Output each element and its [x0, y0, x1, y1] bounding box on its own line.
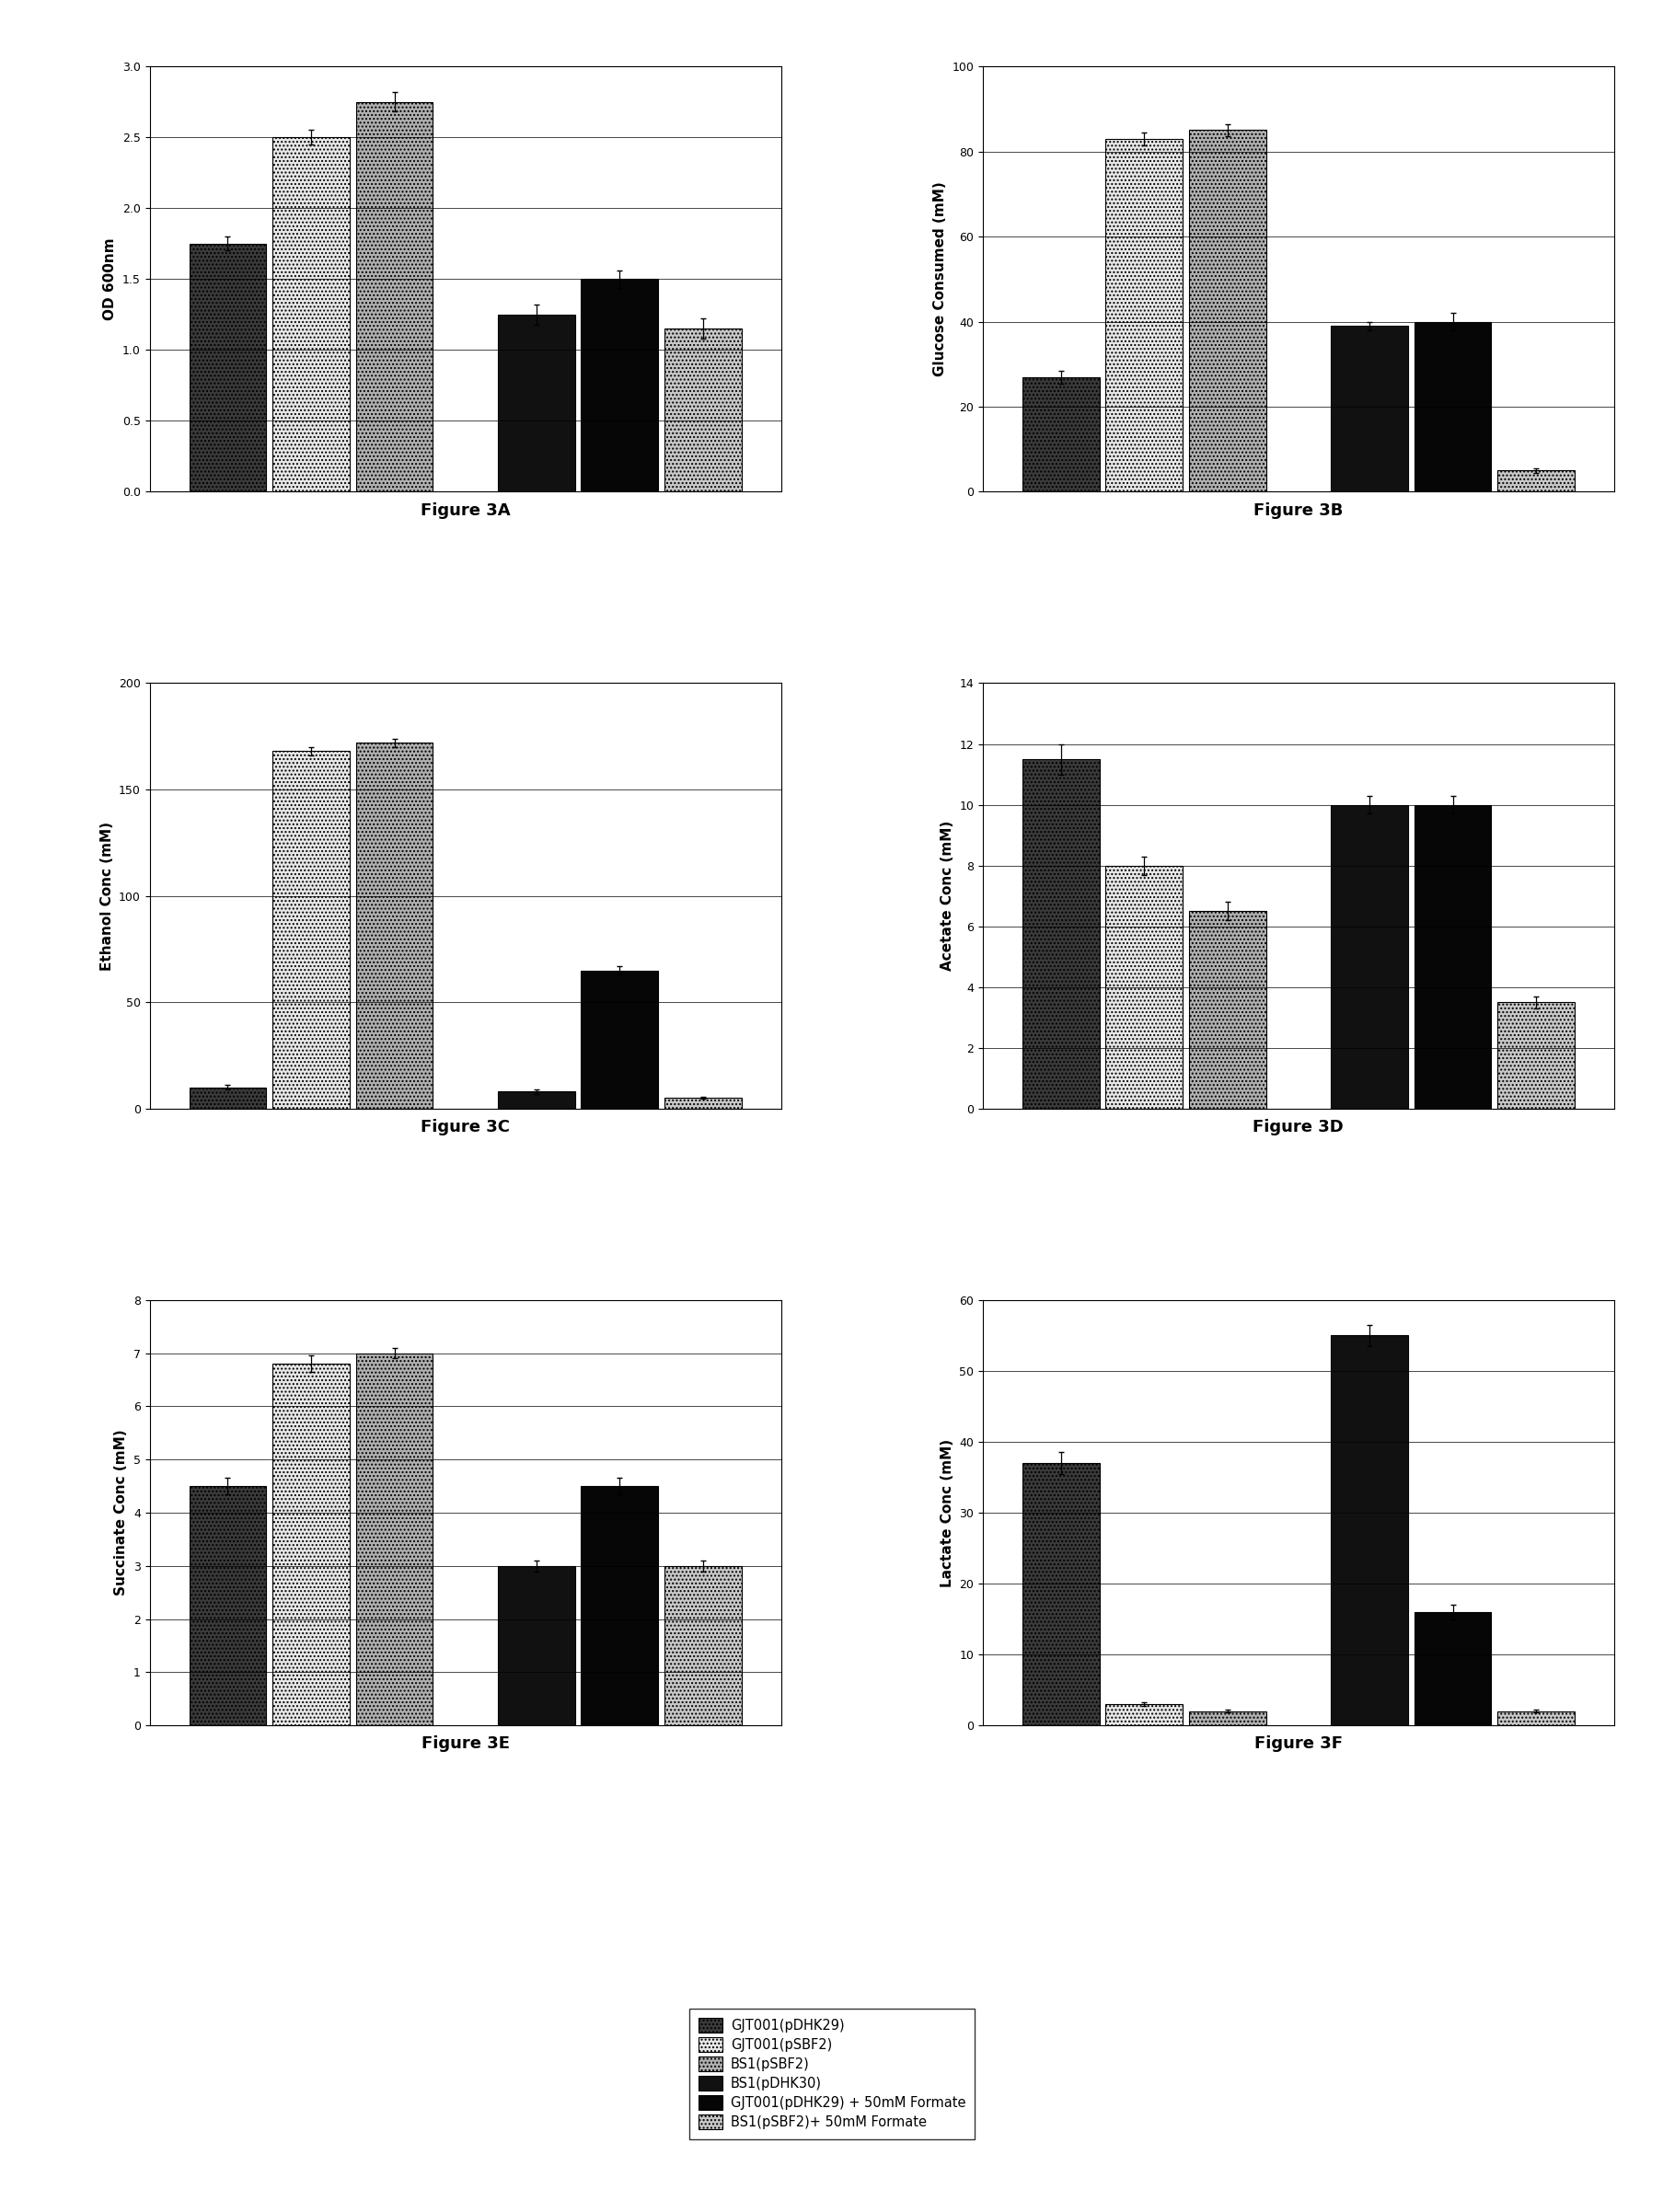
Y-axis label: Succinate Conc (mM): Succinate Conc (mM): [115, 1429, 128, 1595]
Bar: [580, 279, 659, 491]
Bar: [1414, 1613, 1490, 1725]
X-axis label: Figure 3B: Figure 3B: [1252, 502, 1342, 518]
Bar: [1414, 321, 1490, 491]
Bar: [356, 1354, 432, 1725]
X-axis label: Figure 3D: Figure 3D: [1252, 1119, 1344, 1135]
Bar: [1189, 1712, 1266, 1725]
Bar: [497, 314, 574, 491]
Y-axis label: OD 600nm: OD 600nm: [103, 239, 116, 321]
Bar: [1021, 759, 1099, 1108]
Bar: [580, 1486, 659, 1725]
Bar: [580, 971, 659, 1108]
Bar: [190, 243, 266, 491]
Bar: [1497, 1002, 1573, 1108]
Bar: [1104, 1703, 1182, 1725]
Bar: [273, 137, 349, 491]
Bar: [497, 1566, 574, 1725]
X-axis label: Figure 3C: Figure 3C: [421, 1119, 509, 1135]
Bar: [664, 1566, 742, 1725]
Bar: [273, 752, 349, 1108]
Bar: [664, 1097, 742, 1108]
Bar: [1189, 911, 1266, 1108]
Bar: [356, 102, 432, 491]
Bar: [1497, 471, 1573, 491]
Y-axis label: Lactate Conc (mM): Lactate Conc (mM): [940, 1438, 953, 1586]
Bar: [664, 330, 742, 491]
X-axis label: Figure 3E: Figure 3E: [421, 1736, 509, 1752]
Bar: [1414, 805, 1490, 1108]
X-axis label: Figure 3A: Figure 3A: [421, 502, 511, 518]
Bar: [1104, 865, 1182, 1108]
Y-axis label: Ethanol Conc (mM): Ethanol Conc (mM): [100, 821, 113, 971]
Bar: [356, 743, 432, 1108]
Y-axis label: Acetate Conc (mM): Acetate Conc (mM): [940, 821, 953, 971]
Bar: [1330, 1336, 1407, 1725]
Bar: [1021, 1462, 1099, 1725]
Bar: [1330, 325, 1407, 491]
X-axis label: Figure 3F: Figure 3F: [1254, 1736, 1342, 1752]
Bar: [190, 1486, 266, 1725]
Bar: [1330, 805, 1407, 1108]
Bar: [1021, 376, 1099, 491]
Bar: [1189, 131, 1266, 491]
Bar: [190, 1088, 266, 1108]
Y-axis label: Glucose Consumed (mM): Glucose Consumed (mM): [933, 181, 946, 376]
Bar: [1497, 1712, 1573, 1725]
Bar: [1104, 139, 1182, 491]
Bar: [497, 1091, 574, 1108]
Bar: [273, 1365, 349, 1725]
Legend: GJT001(pDHK29), GJT001(pSBF2), BS1(pSBF2), BS1(pDHK30), GJT001(pDHK29) + 50mM Fo: GJT001(pDHK29), GJT001(pSBF2), BS1(pSBF2…: [688, 2008, 975, 2139]
